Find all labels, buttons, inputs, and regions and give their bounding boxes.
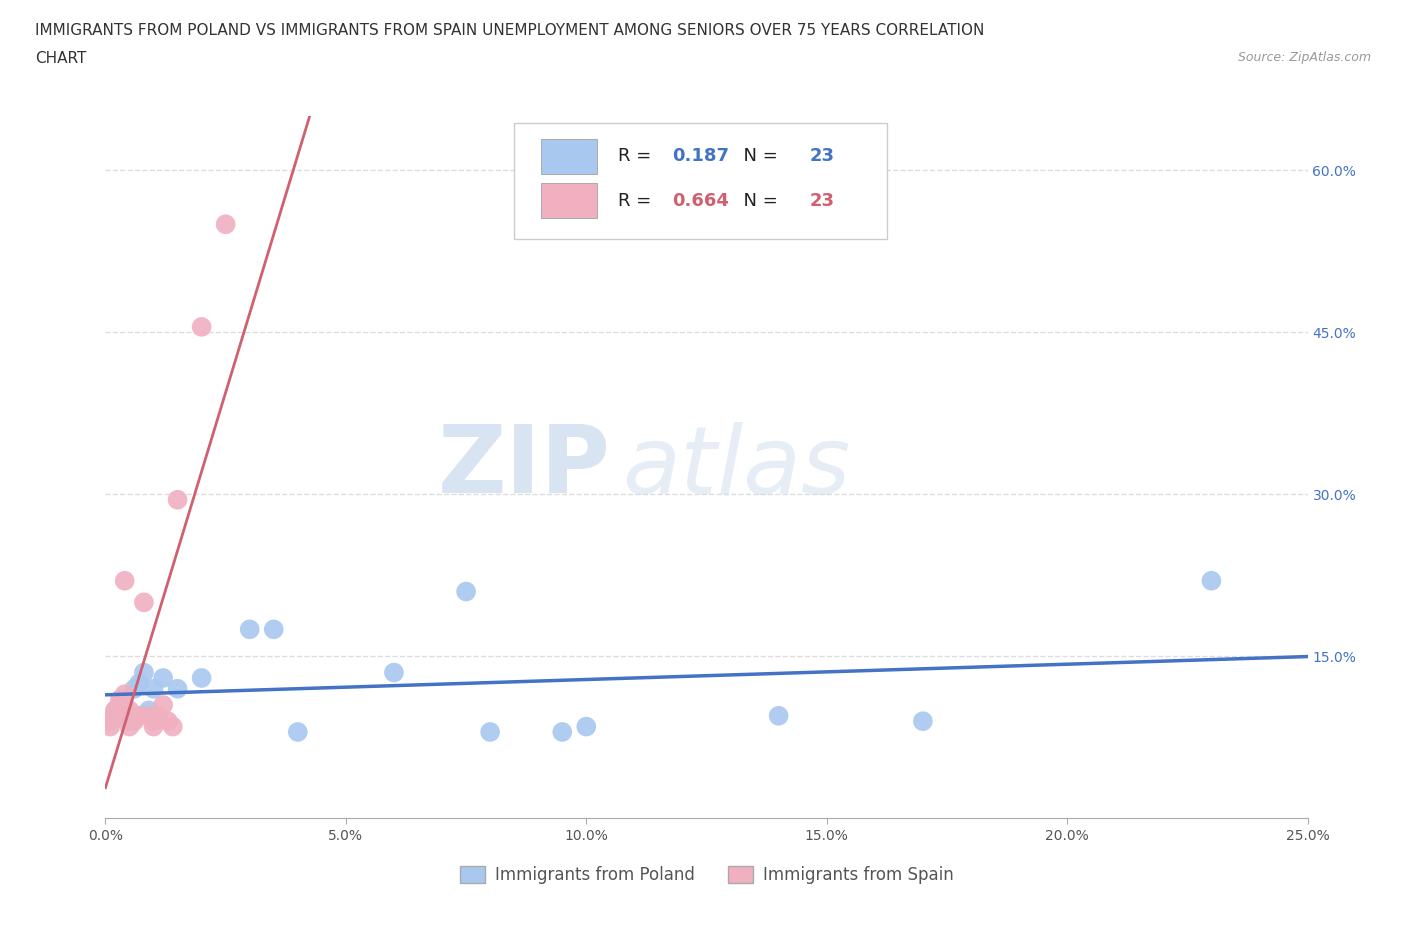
Point [108, 698, 131, 712]
Point [239, 622, 262, 637]
Point [148, 709, 170, 724]
FancyBboxPatch shape [541, 183, 598, 218]
Text: R =: R = [617, 147, 657, 166]
Point [166, 682, 188, 697]
Point [162, 719, 184, 734]
Point [118, 713, 141, 728]
Text: atlas: atlas [623, 422, 851, 512]
Text: R =: R = [617, 192, 657, 209]
Point [263, 622, 285, 637]
Point [104, 703, 127, 718]
Point [911, 713, 934, 728]
Text: IMMIGRANTS FROM POLAND VS IMMIGRANTS FROM SPAIN UNEMPLOYMENT AMONG SENIORS OVER : IMMIGRANTS FROM POLAND VS IMMIGRANTS FRO… [35, 23, 984, 38]
Point [156, 713, 179, 728]
Text: 23: 23 [810, 147, 835, 166]
Point [1201, 573, 1223, 588]
Point [768, 709, 790, 724]
Point [98, 719, 121, 734]
Point [287, 724, 309, 739]
Point [152, 671, 174, 685]
Point [108, 709, 131, 724]
Text: 23: 23 [810, 192, 835, 209]
Point [456, 584, 478, 599]
Text: N =: N = [731, 192, 783, 209]
Legend: Immigrants from Poland, Immigrants from Spain: Immigrants from Poland, Immigrants from … [453, 859, 960, 891]
Point [124, 713, 146, 728]
Point [128, 709, 150, 724]
Point [98, 713, 121, 728]
Point [142, 682, 165, 697]
Point [104, 709, 127, 724]
Point [142, 719, 165, 734]
Point [132, 665, 155, 680]
Point [128, 676, 150, 691]
Point [479, 724, 502, 739]
Point [114, 698, 136, 712]
Text: Source: ZipAtlas.com: Source: ZipAtlas.com [1237, 51, 1371, 64]
Point [152, 698, 174, 712]
Point [190, 320, 212, 335]
Point [166, 492, 188, 507]
FancyBboxPatch shape [515, 124, 887, 239]
Text: N =: N = [731, 147, 783, 166]
Text: 0.664: 0.664 [672, 192, 728, 209]
Point [104, 703, 127, 718]
Point [114, 573, 136, 588]
Point [114, 686, 136, 701]
Point [382, 665, 405, 680]
Point [190, 671, 212, 685]
Point [575, 719, 598, 734]
Point [138, 703, 160, 718]
Point [138, 709, 160, 724]
Point [124, 682, 146, 697]
FancyBboxPatch shape [541, 139, 598, 174]
Text: CHART: CHART [35, 51, 87, 66]
Point [108, 692, 131, 707]
Point [142, 713, 165, 728]
Point [214, 217, 236, 232]
Text: 0.187: 0.187 [672, 147, 728, 166]
Point [118, 703, 141, 718]
Point [132, 595, 155, 610]
Text: ZIP: ZIP [437, 421, 610, 513]
Point [118, 719, 141, 734]
Point [551, 724, 574, 739]
